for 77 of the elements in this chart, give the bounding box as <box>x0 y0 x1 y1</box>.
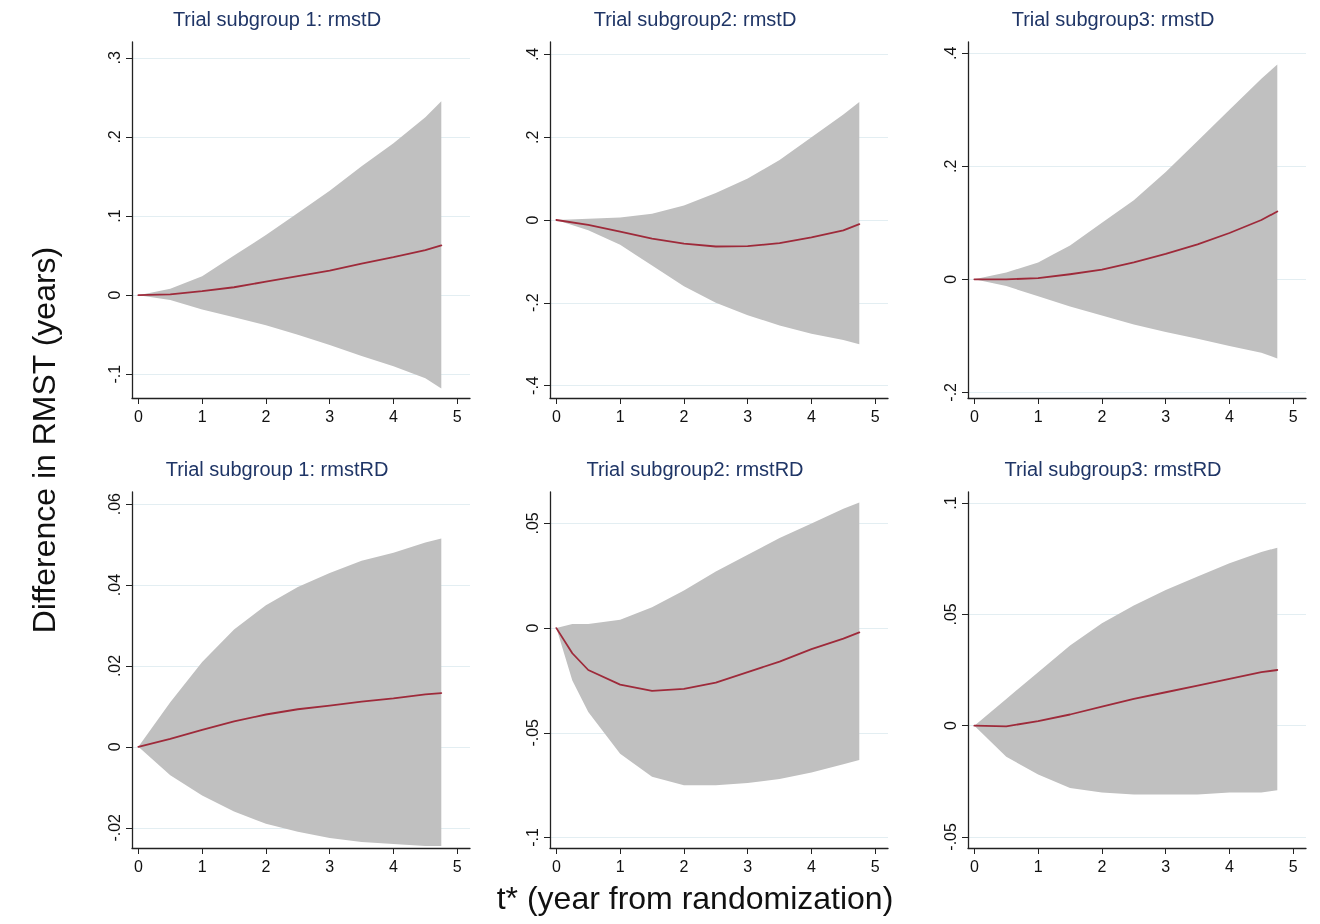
y-tick-label: 0 <box>523 215 541 225</box>
y-tick-label: -.2 <box>523 293 541 313</box>
x-tick-label: 3 <box>1161 857 1171 875</box>
line-series <box>973 669 1279 728</box>
y-tick-label: .05 <box>523 512 541 535</box>
chart-title: Trial subgroup2: rmstRD <box>586 458 804 480</box>
line-series <box>137 692 443 748</box>
x-tick-label: 4 <box>1225 407 1235 425</box>
x-tick-label: 0 <box>969 857 979 875</box>
chart-title: Trial subgroup 1: rmstD <box>172 8 382 30</box>
chart-title: Trial subgroup3: rmstRD <box>1004 458 1222 480</box>
y-tick-label: .2 <box>523 130 541 144</box>
x-tick-label: 4 <box>807 857 817 875</box>
x-tick-label: 0 <box>133 857 143 875</box>
chart-title: Trial subgroup2: rmstD <box>593 8 797 30</box>
line-series <box>555 219 861 248</box>
line-series <box>137 244 443 297</box>
x-tick-label: 5 <box>1288 407 1298 425</box>
x-tick-label: 2 <box>679 857 689 875</box>
x-tick-label: 2 <box>261 857 271 875</box>
x-tick-label: 0 <box>969 407 979 425</box>
x-tick-label: 1 <box>615 857 625 875</box>
y-tick-label: .4 <box>941 46 959 60</box>
x-tick-label: 1 <box>1033 857 1043 875</box>
y-tick-label: -.2 <box>941 382 959 402</box>
chart-title: Trial subgroup3: rmstD <box>1011 8 1215 30</box>
x-tick-label: 0 <box>551 407 561 425</box>
x-tick-label: 5 <box>870 857 880 875</box>
y-tick-label: -.1 <box>523 828 541 847</box>
x-tick-label: 2 <box>1097 407 1107 425</box>
y-tick-label: .06 <box>105 492 123 516</box>
x-tick-label: 5 <box>452 407 462 425</box>
x-tick-label: 1 <box>197 407 207 425</box>
x-tick-label: 1 <box>1033 407 1043 425</box>
y-tick-label: -.1 <box>105 364 123 384</box>
y-tick-label: 0 <box>105 742 123 752</box>
y-tick-label: .2 <box>941 159 959 173</box>
y-tick-label: 0 <box>523 623 541 633</box>
y-tick-label: -.02 <box>105 813 123 842</box>
x-tick-label: 0 <box>551 857 561 875</box>
x-tick-label: 4 <box>1225 857 1235 875</box>
y-tick-label: -.05 <box>523 718 541 747</box>
x-tick-label: 2 <box>1097 857 1107 875</box>
x-tick-label: 2 <box>679 407 689 425</box>
x-tick-label: 3 <box>325 857 335 875</box>
line-series <box>555 627 861 692</box>
y-tick-label: 0 <box>105 290 123 300</box>
y-tick-label: -.4 <box>523 376 541 395</box>
x-axis-title: t* (year from randomization) <box>496 879 894 917</box>
x-tick-label: 0 <box>133 407 143 425</box>
y-tick-label: .05 <box>941 603 959 626</box>
y-tick-label: .3 <box>105 51 123 65</box>
y-tick-label: -.05 <box>941 822 959 851</box>
x-tick-label: 3 <box>743 857 753 875</box>
y-tick-label: .2 <box>105 130 123 144</box>
x-tick-label: 5 <box>870 407 880 425</box>
x-tick-label: 4 <box>807 407 817 425</box>
y-tick-label: .02 <box>105 654 123 678</box>
y-axis-title: Difference in RMST (years) <box>25 246 63 634</box>
x-tick-label: 1 <box>615 407 625 425</box>
y-tick-label: .04 <box>105 573 123 597</box>
y-tick-label: .4 <box>523 47 541 62</box>
line-series <box>973 210 1279 281</box>
x-tick-label: 3 <box>325 407 335 425</box>
x-tick-label: 5 <box>452 857 462 875</box>
x-tick-label: 5 <box>1288 857 1298 875</box>
x-tick-label: 3 <box>1161 407 1171 425</box>
x-tick-label: 3 <box>743 407 753 425</box>
chart-title: Trial subgroup 1: rmstRD <box>165 458 389 480</box>
x-tick-label: 1 <box>197 857 207 875</box>
y-tick-label: 0 <box>941 721 959 731</box>
y-tick-label: .1 <box>941 496 959 510</box>
x-tick-label: 4 <box>389 857 399 875</box>
y-tick-label: 0 <box>941 274 959 284</box>
x-tick-label: 4 <box>389 407 399 425</box>
x-tick-label: 2 <box>261 407 271 425</box>
y-tick-label: .1 <box>105 209 123 223</box>
